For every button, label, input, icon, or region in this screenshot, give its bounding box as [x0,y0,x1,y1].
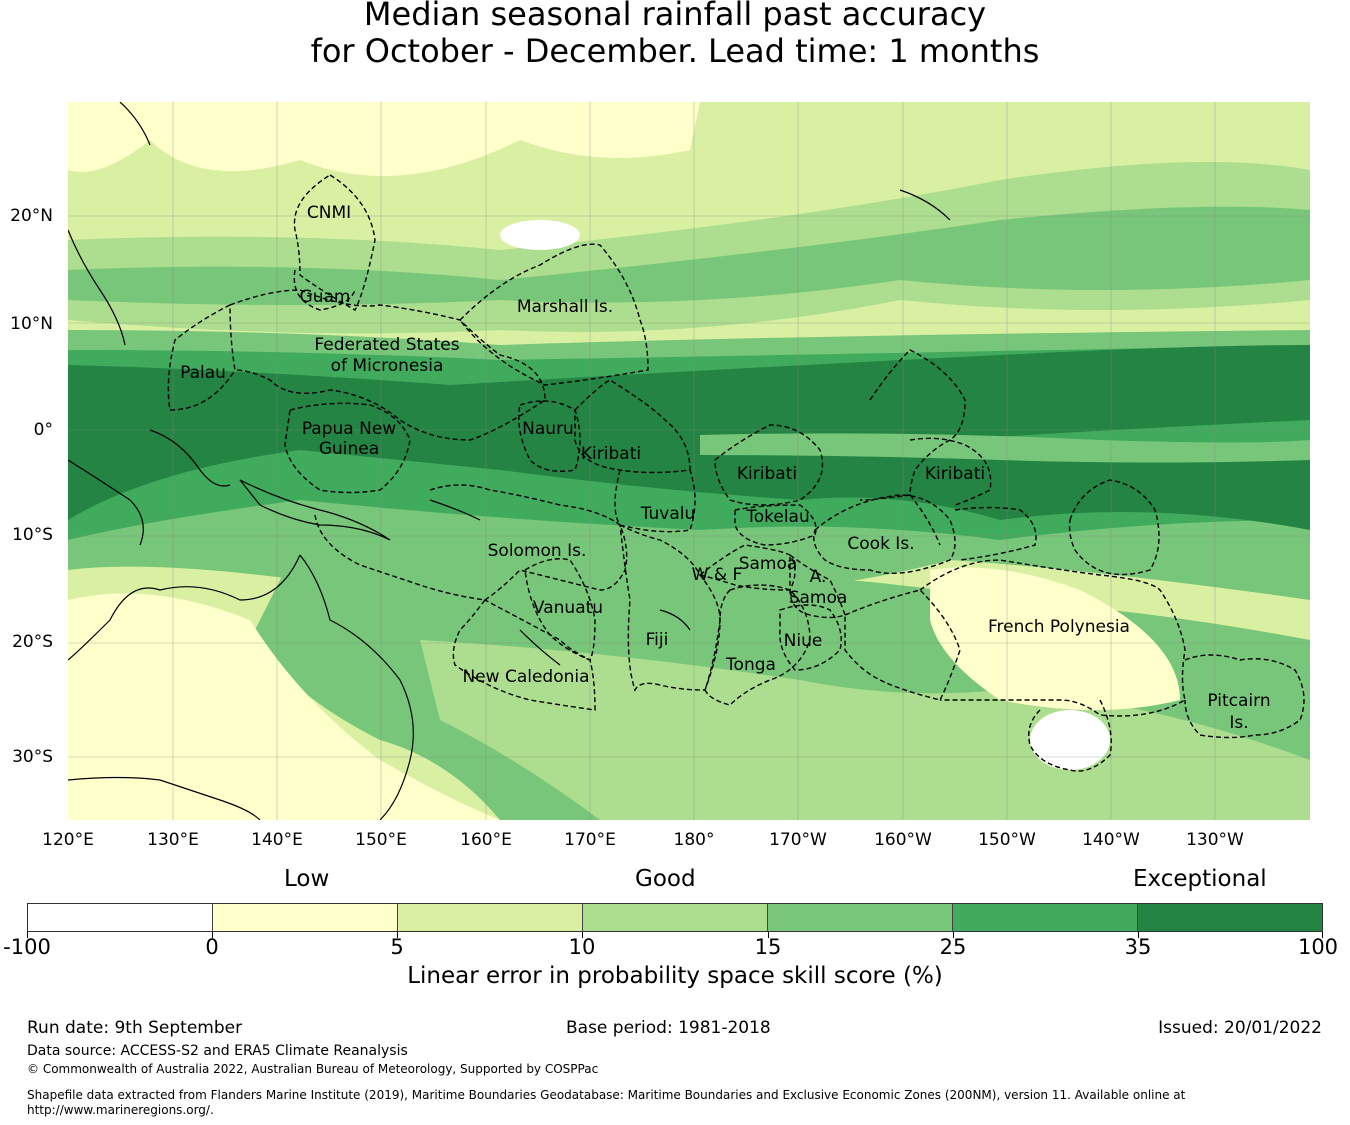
legend-category-good: Good [635,866,696,892]
colorbar-swatch-5 [768,904,953,931]
region-label-kiribati-east: Kiribati [925,464,985,484]
colorbar-swatch-4 [583,904,768,931]
lon-label-150w: 150°W [978,830,1036,850]
region-label-kiribati-central: Kiribati [737,464,797,484]
colorbar-tick-label: 0 [205,935,219,959]
footer-base-period: Base period: 1981-2018 [566,1018,771,1038]
region-label-vanuatu: Vanuatu [533,598,603,618]
lon-label-130e: 130°E [147,830,199,850]
lon-label-140e: 140°E [251,830,303,850]
region-label-american-samoa-line-1: A. [810,567,827,587]
colorbar-tick-mark [397,932,398,938]
region-label-cnmi: CNMI [307,203,351,223]
region-label-kiribati-west: Kiribati [581,444,641,464]
footer-shapefile-line-1: Shapefile data extracted from Flanders M… [27,1088,1186,1102]
colorbar-tick-mark [212,932,213,938]
colorbar-tick-label: 25 [939,935,967,959]
footer-run-date: Run date: 9th September [27,1018,243,1038]
region-label-fsm-line-1: Federated States [314,335,459,355]
legend-category-low: Low [284,866,330,892]
region-label-cook-islands: Cook Is. [847,534,914,554]
lat-label-20n: 20°N [10,206,53,226]
legend-colorbar [27,903,1323,932]
region-label-solomon-islands: Solomon Is. [488,541,587,561]
lat-label-0: 0° [33,420,53,440]
lon-label-160e: 160°E [460,830,512,850]
colorbar-tick-label: 100 [1297,935,1339,959]
region-label-tonga: Tonga [725,655,776,675]
map-title-line-2: for October - December. Lead time: 1 mon… [310,32,1040,70]
lon-label-170w: 170°W [769,830,827,850]
region-label-marshall-islands: Marshall Is. [517,297,613,317]
colorbar-tick-mark [582,932,583,938]
colorbar-tick-label: -100 [3,935,51,959]
lat-label-30s: 30°S [12,747,53,767]
lon-label-140w: 140°W [1082,830,1140,850]
footer-issued: Issued: 20/01/2022 [1158,1018,1322,1038]
colorbar-tick-mark [953,932,954,938]
legend-title: Linear error in probability space skill … [407,963,943,989]
region-label-palau: Palau [180,363,226,383]
legend-category-exceptional: Exceptional [1133,866,1267,892]
lon-label-170e: 170°E [564,830,616,850]
region-label-niue: Niue [784,631,823,651]
region-label-new-caledonia: New Caledonia [462,667,589,687]
colorbar-tick-mark [768,932,769,938]
region-label-pitcairn-line-2: Is. [1229,713,1248,733]
colorbar-tick-label: 5 [390,935,404,959]
southeast-white-patch [1030,710,1110,770]
colorbar-tick-label: 10 [568,935,596,959]
region-label-pitcairn-line-1: Pitcairn [1207,691,1270,711]
region-label-nauru: Nauru [522,419,574,439]
region-label-png-line-1: Papua New [302,419,396,439]
region-label-tokelau: Tokelau [745,507,810,527]
footer-shapefile-line-2: http://www.marineregions.org/. [27,1103,214,1117]
region-label-french-polynesia: French Polynesia [988,617,1130,637]
region-label-american-samoa-line-2: Samoa [789,588,848,608]
footer-copyright: © Commonwealth of Australia 2022, Austra… [27,1062,599,1076]
north-white-patch [500,220,580,250]
graticule [68,102,1310,820]
region-label-fsm-line-2: of Micronesia [331,356,444,376]
colorbar-swatch-7 [1138,904,1322,931]
colorbar-tick-label: 35 [1124,935,1152,959]
region-label-wallis-futuna: W & F [692,565,743,585]
lon-label-180: 180° [673,830,715,850]
lon-label-150e: 150°E [355,830,407,850]
colorbar-tick-label: 15 [754,935,782,959]
equator-pale-gap [700,433,1310,463]
colorbar-tick-mark [27,932,28,938]
rainfall-skill-map: CNMI Guam Marshall Is. Federated States … [68,102,1310,820]
north-yellow-patches [68,102,700,176]
southern-pale-area [420,640,1310,820]
lon-label-120e: 120°E [42,830,94,850]
lat-label-10s: 10°S [12,525,53,545]
region-label-fiji: Fiji [646,630,669,650]
north-mid-band [68,206,1310,305]
lat-label-20s: 20°S [12,632,53,652]
eez-boundaries [167,174,1305,772]
equatorial-strong-band [68,345,1310,530]
colorbar-tick-mark [1138,932,1139,938]
lon-label-160w: 160°W [874,830,932,850]
colorbar-tick-mark [1322,932,1323,938]
southeast-white-area [930,567,1180,710]
colorbar-swatch-3 [398,904,583,931]
southwest-yellow-area [68,593,500,820]
colorbar-swatch-1 [28,904,213,931]
lon-label-130w: 130°W [1186,830,1244,850]
region-label-png-line-2: Guinea [319,439,379,459]
region-label-samoa: Samoa [739,554,798,574]
lat-label-10n: 10°N [10,314,53,334]
region-label-tuvalu: Tuvalu [640,504,696,524]
colorbar-swatch-6 [953,904,1138,931]
coastlines [68,102,951,820]
footer-data-source: Data source: ACCESS-S2 and ERA5 Climate … [27,1043,408,1059]
colorbar-swatch-2 [213,904,398,931]
map-title-line-1: Median seasonal rainfall past accuracy [363,0,987,33]
region-label-guam: Guam [300,287,351,307]
